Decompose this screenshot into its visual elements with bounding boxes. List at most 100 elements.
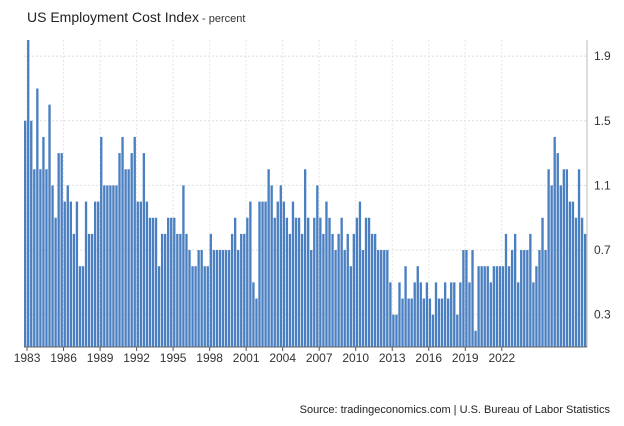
bar[interactable] [337,233,340,347]
bar[interactable] [233,217,237,347]
bar[interactable] [194,266,197,347]
bar[interactable] [103,185,106,347]
bar[interactable] [495,266,499,347]
bar[interactable] [550,185,553,347]
bar[interactable] [425,282,429,347]
bar[interactable] [27,40,30,347]
bar[interactable] [553,136,556,347]
bar[interactable] [416,266,419,347]
bar[interactable] [389,282,392,347]
bar[interactable] [541,217,544,347]
bar[interactable] [243,233,246,347]
bar[interactable] [221,250,225,347]
bar[interactable] [176,233,179,347]
bar[interactable] [60,153,63,347]
bar[interactable] [160,233,164,347]
bar[interactable] [486,266,489,347]
bar[interactable] [319,217,322,347]
bar[interactable] [130,153,133,347]
bar[interactable] [325,201,328,347]
bar[interactable] [307,217,310,347]
bar[interactable] [437,298,441,347]
bar[interactable] [328,217,331,347]
bar[interactable] [188,250,191,347]
bar[interactable] [343,250,346,347]
bar[interactable] [54,217,57,347]
bar[interactable] [401,298,404,347]
bar[interactable] [297,217,301,347]
bar[interactable] [468,282,471,347]
bar[interactable] [538,250,541,347]
bar[interactable] [583,233,587,347]
bar[interactable] [285,217,289,347]
bar[interactable] [127,169,130,347]
bar[interactable] [230,233,234,347]
bar[interactable] [124,169,127,347]
bar[interactable] [249,201,252,347]
bar[interactable] [97,201,100,347]
bar[interactable] [370,233,374,347]
bar[interactable] [392,314,395,347]
bar[interactable] [474,330,477,347]
bar[interactable] [517,282,520,347]
bar[interactable] [276,201,279,347]
bar[interactable] [462,250,465,347]
bar[interactable] [45,169,48,347]
bar[interactable] [63,201,66,347]
bar[interactable] [258,201,261,347]
bar[interactable] [428,298,432,347]
bar[interactable] [386,250,389,347]
bar[interactable] [36,88,39,347]
bar[interactable] [520,250,523,347]
bar[interactable] [151,217,155,347]
bar[interactable] [173,217,176,347]
bar[interactable] [112,185,115,347]
bar[interactable] [355,217,359,347]
bar[interactable] [288,233,292,347]
bar[interactable] [273,217,276,347]
bar[interactable] [136,201,139,347]
bar[interactable] [574,217,578,347]
bar[interactable] [465,250,468,347]
bar[interactable] [571,201,575,347]
bar[interactable] [453,282,456,347]
bar[interactable] [121,136,124,347]
bar[interactable] [577,169,581,347]
bar[interactable] [118,153,121,347]
bar[interactable] [209,233,212,347]
bar[interactable] [440,298,444,347]
bar[interactable] [316,185,319,347]
bar[interactable] [450,282,453,347]
bar[interactable] [30,120,33,347]
bar[interactable] [139,201,142,347]
bar[interactable] [142,153,146,347]
bar[interactable] [42,136,45,347]
bar[interactable] [443,282,447,347]
bar[interactable] [51,185,54,347]
bar[interactable] [361,250,365,347]
bar[interactable] [380,250,383,347]
bar[interactable] [523,250,526,347]
bar[interactable] [352,233,356,347]
bar[interactable] [69,201,72,347]
bar[interactable] [255,298,258,347]
bar[interactable] [66,185,69,347]
bar[interactable] [115,185,118,347]
bar[interactable] [313,217,316,347]
bar[interactable] [154,217,158,347]
bar[interactable] [227,250,231,347]
bar[interactable] [179,233,182,347]
bar[interactable] [331,233,334,347]
bar[interactable] [252,282,255,347]
bar[interactable] [84,201,88,347]
bar[interactable] [547,169,550,347]
bar[interactable] [459,282,462,347]
bar[interactable] [507,266,511,347]
bar[interactable] [218,250,222,347]
bar[interactable] [48,104,51,347]
bar[interactable] [300,233,304,347]
bar[interactable] [513,233,517,347]
bar[interactable] [72,233,76,347]
bar[interactable] [383,250,386,347]
bar[interactable] [447,298,450,347]
